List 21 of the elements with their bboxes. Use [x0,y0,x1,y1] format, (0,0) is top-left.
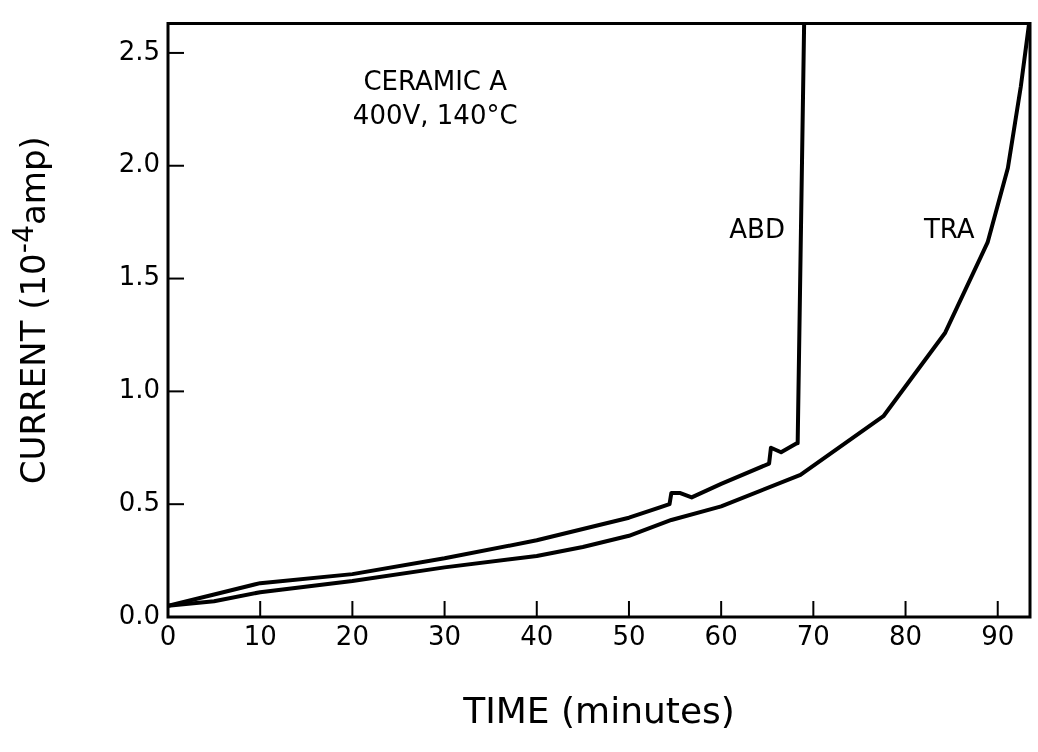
x-tick-label: 40 [520,621,554,652]
x-tick-label: 20 [335,621,369,652]
y-tick-label: 0.0 [118,599,160,630]
x-tick-label: 0 [159,621,177,652]
y-tick-label: 0.5 [118,486,160,517]
y-tick-label: 1.0 [118,374,160,405]
x-axis-title: TIME (minutes) [462,690,736,731]
annotation: 400V, 140°C [352,100,518,131]
annotation: CERAMIC A [363,66,508,97]
y-tick-label: 1.5 [118,261,160,292]
x-tick-label: 30 [428,621,462,652]
x-tick-label: 70 [796,621,830,652]
x-tick-label: 10 [243,621,277,652]
x-tick-label: 50 [612,621,646,652]
y-tick-label: 2.5 [118,35,160,66]
series-label: ABD [729,214,785,245]
series-label: TRA [922,214,975,245]
x-tick-label: 60 [704,621,738,652]
y-tick-label: 2.0 [118,148,160,179]
x-tick-label: 80 [888,621,923,652]
x-tick-label: 90 [981,621,1015,652]
